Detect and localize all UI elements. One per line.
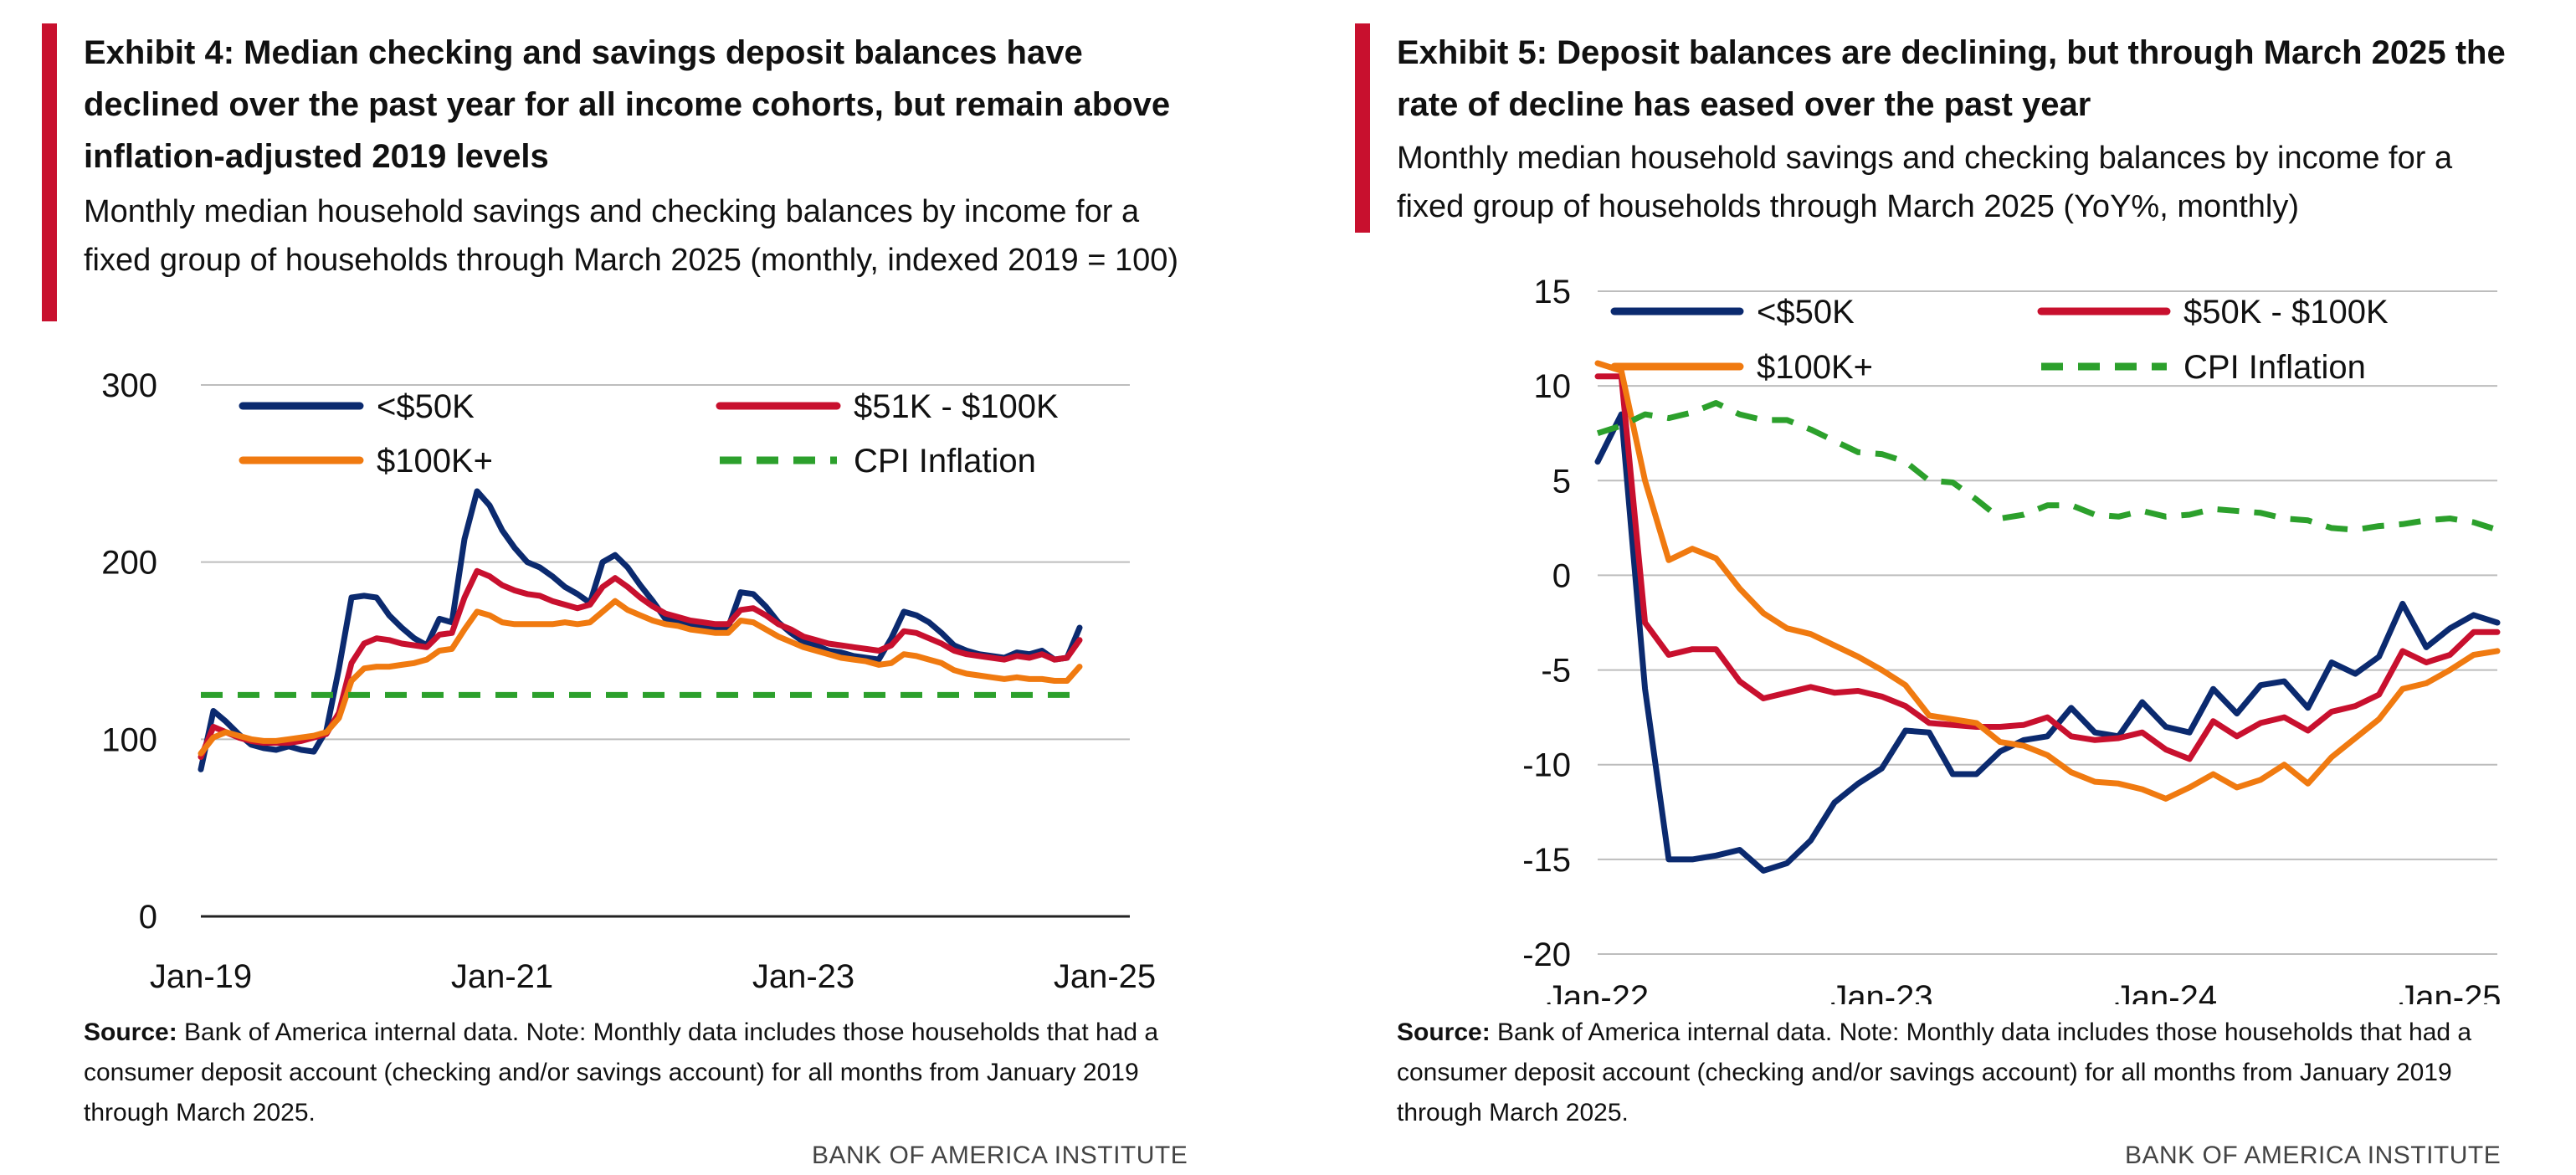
accent-bar bbox=[42, 23, 57, 321]
source-note: Source: Bank of America internal data. N… bbox=[84, 1013, 1197, 1133]
legend-label: CPI Inflation bbox=[854, 443, 1036, 480]
chart-subtitle: Monthly median household savings and che… bbox=[84, 194, 1178, 278]
legend-label: <$50K bbox=[1757, 294, 1855, 331]
series-line bbox=[198, 488, 1083, 772]
series-line bbox=[1594, 360, 2501, 802]
x-tick-label: Jan-21 bbox=[451, 958, 553, 995]
accent-bar bbox=[1355, 23, 1370, 233]
chart-title: Exhibit 5: Deposit balances are declinin… bbox=[1397, 34, 2506, 123]
x-tick-label: Jan-25 bbox=[2399, 979, 2501, 1004]
y-tick-label: 15 bbox=[1534, 274, 1572, 310]
series-line bbox=[198, 567, 1083, 760]
x-tick-label: Jan-23 bbox=[752, 958, 854, 995]
series-line bbox=[1594, 373, 2501, 762]
y-tick-label: 0 bbox=[139, 899, 157, 936]
source-text: Bank of America internal data. Note: Mon… bbox=[84, 1019, 1159, 1126]
series-line bbox=[1596, 400, 2499, 533]
legend-label: $100K+ bbox=[377, 443, 493, 480]
brand-label: BANK OF AMERICA INSTITUTE bbox=[812, 1142, 1188, 1169]
x-tick-label: Jan-25 bbox=[1054, 958, 1156, 995]
x-tick-label: Jan-24 bbox=[2115, 979, 2217, 1004]
legend-label: <$50K bbox=[377, 388, 475, 425]
source-note: Source: Bank of America internal data. N… bbox=[1397, 1013, 2510, 1133]
source-label: Source: bbox=[1397, 1019, 1491, 1046]
legend-label: CPI Inflation bbox=[2183, 349, 2366, 386]
line-chart-yoy: 15 10 5 0 -5 -10 -15 -20 Jan-22 Jan-23 Jan-24 Jan-2… bbox=[1522, 274, 2501, 1004]
legend-label: $100K+ bbox=[1757, 349, 1873, 386]
chart-title: Exhibit 4: Median checking and savings d… bbox=[84, 34, 1171, 175]
x-tick-label: Jan-19 bbox=[150, 958, 252, 995]
y-tick-label: 300 bbox=[101, 367, 157, 404]
y-tick-label: 5 bbox=[1552, 463, 1571, 500]
legend-label: $51K - $100K bbox=[854, 388, 1059, 425]
series-line bbox=[1594, 411, 2501, 874]
y-tick-label: 200 bbox=[101, 545, 157, 582]
y-tick-label: -10 bbox=[1522, 747, 1571, 784]
series-line bbox=[198, 598, 1083, 757]
line-chart-indexed: 0 100 200 300 Jan-19 Jan-21 Jan-23 Jan-25 <$50K $… bbox=[101, 367, 1156, 995]
x-tick-label: Jan-22 bbox=[1547, 979, 1649, 1004]
source-label: Source: bbox=[84, 1019, 177, 1046]
y-tick-label: 100 bbox=[101, 721, 157, 758]
y-tick-label: -20 bbox=[1522, 936, 1571, 973]
y-tick-label: 0 bbox=[1552, 557, 1571, 594]
exhibit-5-panel: Exhibit 5: Deposit balances are declinin… bbox=[1288, 0, 2576, 1175]
y-tick-label: 10 bbox=[1534, 368, 1572, 405]
x-tick-label: Jan-23 bbox=[1830, 979, 1932, 1004]
brand-label: BANK OF AMERICA INSTITUTE bbox=[2125, 1142, 2502, 1169]
exhibit-4-panel: Exhibit 4: Median checking and savings d… bbox=[42, 23, 1197, 1169]
legend-label: $50K - $100K bbox=[2183, 294, 2389, 331]
source-text: Bank of America internal data. Note: Mon… bbox=[1397, 1019, 2472, 1126]
y-tick-label: -15 bbox=[1522, 842, 1571, 879]
y-tick-label: -5 bbox=[1541, 653, 1571, 690]
chart-subtitle: Monthly median household savings and che… bbox=[1397, 141, 2453, 224]
